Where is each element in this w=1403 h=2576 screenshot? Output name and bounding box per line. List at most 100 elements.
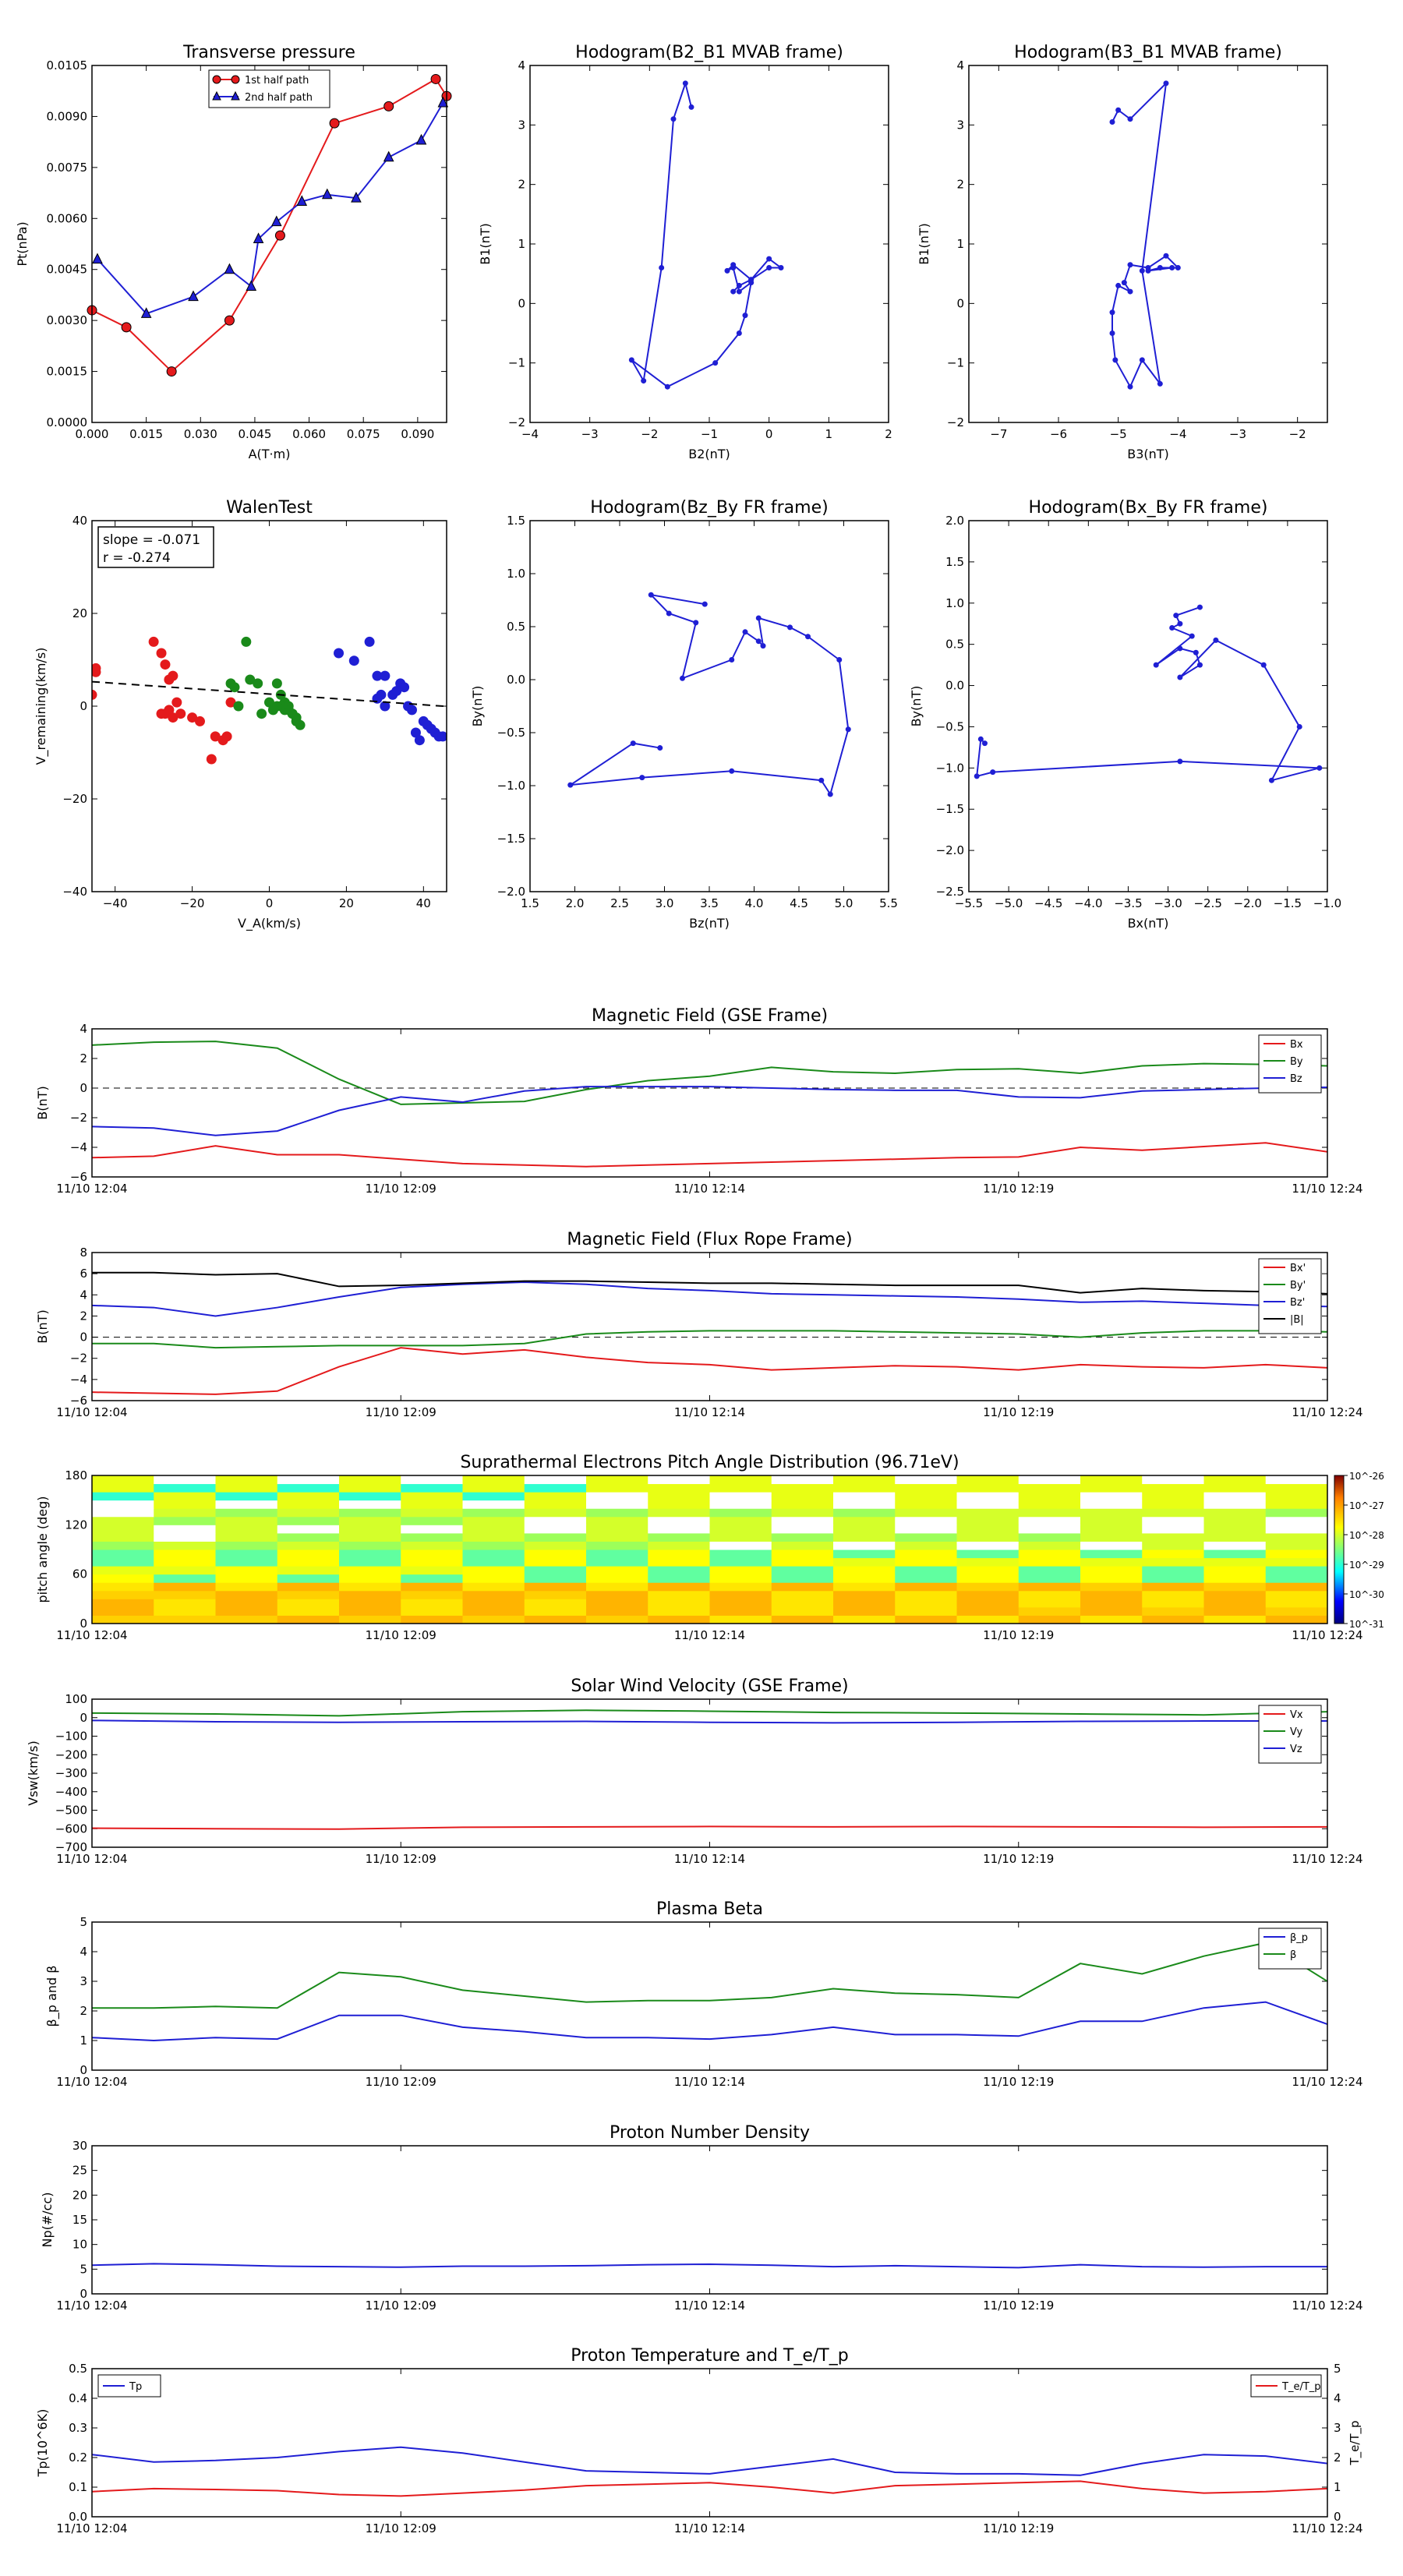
series-line-0: [92, 1142, 1327, 1168]
x-tick-label: 11/10 12:14: [674, 2521, 745, 2535]
heatmap-cell: [709, 1574, 772, 1583]
y-tick-label: −300: [55, 1766, 87, 1780]
heatmap-cell: [833, 1615, 896, 1624]
data-point: [1173, 613, 1179, 619]
heatmap-cell: [648, 1606, 710, 1616]
heatmap-cell: [339, 1483, 401, 1493]
colorbar-tick-label: 10^-29: [1349, 1560, 1384, 1571]
heatmap-cell: [771, 1582, 834, 1592]
heatmap-cell: [92, 1574, 154, 1583]
heatmap-cell: [1265, 1582, 1328, 1592]
heatmap-cell: [215, 1525, 278, 1534]
heatmap-cell: [833, 1516, 896, 1525]
y-tick-label: −1.5: [497, 832, 525, 846]
plot-frame: [968, 520, 1328, 892]
heatmap-cell: [1080, 1525, 1143, 1534]
heatmap-cell: [154, 1590, 216, 1599]
heatmap-cell: [401, 1557, 463, 1567]
legend-label: Bx: [1290, 1039, 1303, 1051]
heatmap-cell: [956, 1532, 1020, 1542]
heatmap-cell: [1018, 1566, 1081, 1575]
x-tick-label: 11/10 12:14: [674, 1852, 745, 1866]
y-tick-label: 10: [72, 2238, 87, 2252]
heatmap-cell: [1265, 1599, 1328, 1608]
y-tick-label: −100: [55, 1730, 87, 1744]
data-point: [766, 256, 772, 262]
heatmap-cell: [648, 1566, 710, 1575]
x-tick-label: 1.5: [521, 896, 539, 910]
heatmap-cell: [524, 1525, 587, 1534]
x-tick-label: 11/10 12:04: [56, 1405, 127, 1419]
heatmap-cell: [771, 1508, 834, 1518]
heatmap-cell: [154, 1508, 216, 1518]
x-tick-label: −4: [1169, 427, 1186, 441]
heatmap-cell: [1018, 1508, 1081, 1518]
heatmap-cell: [1265, 1549, 1328, 1559]
annotation-box: [97, 526, 214, 568]
y-tick-label: −0.5: [497, 726, 525, 740]
series-line-2: [92, 1719, 1327, 1724]
heatmap-cell: [92, 1599, 154, 1608]
heatmap-cell: [1018, 1606, 1081, 1616]
y-tick-label: 1.5: [945, 555, 964, 569]
heatmap-cell: [524, 1557, 587, 1567]
data-point: [657, 745, 663, 751]
x-tick-label: 11/10 12:19: [983, 2075, 1054, 2089]
legend-label: T_e/T_p: [1281, 2381, 1321, 2393]
heatmap-cell: [1265, 1574, 1328, 1583]
x-tick-label: 11/10 12:04: [56, 2299, 127, 2313]
series-line-1: [92, 1330, 1327, 1349]
y-tick-label: −200: [55, 1747, 87, 1762]
x-tick-label: 0: [266, 896, 274, 910]
data-point: [380, 701, 391, 712]
data-point: [351, 191, 362, 203]
heatmap-cell: [401, 1590, 463, 1599]
heatmap-cell: [956, 1557, 1020, 1567]
heatmap-cell: [895, 1566, 957, 1575]
x-tick-label: 11/10 12:14: [674, 1628, 745, 1642]
data-point: [1175, 265, 1181, 271]
y-tick-label: −1: [508, 356, 525, 370]
data-point: [639, 775, 645, 781]
heatmap-cell: [524, 1492, 587, 1501]
x-axis-label: B3(nT): [1127, 447, 1169, 461]
heatmap-cell: [1080, 1475, 1143, 1485]
y-axis-label: By(nT): [470, 686, 485, 727]
heatmap-cell: [895, 1532, 957, 1542]
data-point: [628, 357, 634, 363]
legend-marker: [231, 75, 240, 84]
y-tick-label: 100: [65, 1692, 87, 1706]
heatmap-cell: [154, 1549, 216, 1559]
heatmap-cell: [956, 1492, 1020, 1501]
data-point: [778, 265, 784, 271]
y-tick-label: 60: [72, 1567, 87, 1581]
heatmap-cell: [895, 1549, 957, 1559]
y-tick-label: 0.0: [507, 673, 525, 687]
heatmap-cell: [1018, 1615, 1081, 1624]
data-point: [693, 620, 699, 626]
chart-hodogram-bx-by: Hodogram(Bx_By FR frame) −2.5 −2.0 −1.5 −1.0…: [909, 498, 1341, 931]
heatmap-cell: [1265, 1516, 1328, 1525]
heatmap-cell: [1018, 1549, 1081, 1559]
y-axis-label: Pt(nPa): [15, 221, 30, 266]
data-point: [1177, 674, 1183, 680]
heatmap-cell: [709, 1483, 772, 1493]
series-line-1: [92, 1041, 1327, 1105]
y-axis-label: V_remaining(km/s): [34, 648, 49, 765]
plot-frame: [91, 1252, 1328, 1401]
heatmap-cell: [339, 1516, 401, 1525]
data-point: [680, 675, 685, 681]
heatmap-cell: [462, 1590, 525, 1599]
x-tick-label: −20: [180, 896, 205, 910]
heatmap-cell: [1142, 1557, 1204, 1567]
heatmap-cell: [154, 1500, 216, 1509]
data-point: [437, 96, 449, 108]
x-tick-label: −2: [1289, 427, 1306, 441]
heatmap-cell: [771, 1516, 834, 1525]
chart-pitch-angle: Suprathermal Electrons Pitch Angle Distr…: [35, 1453, 1384, 1642]
x-tick-label: −5: [1110, 427, 1127, 441]
y-axis-label: B1(nT): [917, 223, 931, 265]
y-tick-label: −1: [947, 356, 964, 370]
chart-transverse-pressure: Transverse pressure 0.0000 0.0015 0.0030 0.0…: [15, 43, 452, 461]
heatmap-cell: [1203, 1566, 1267, 1575]
